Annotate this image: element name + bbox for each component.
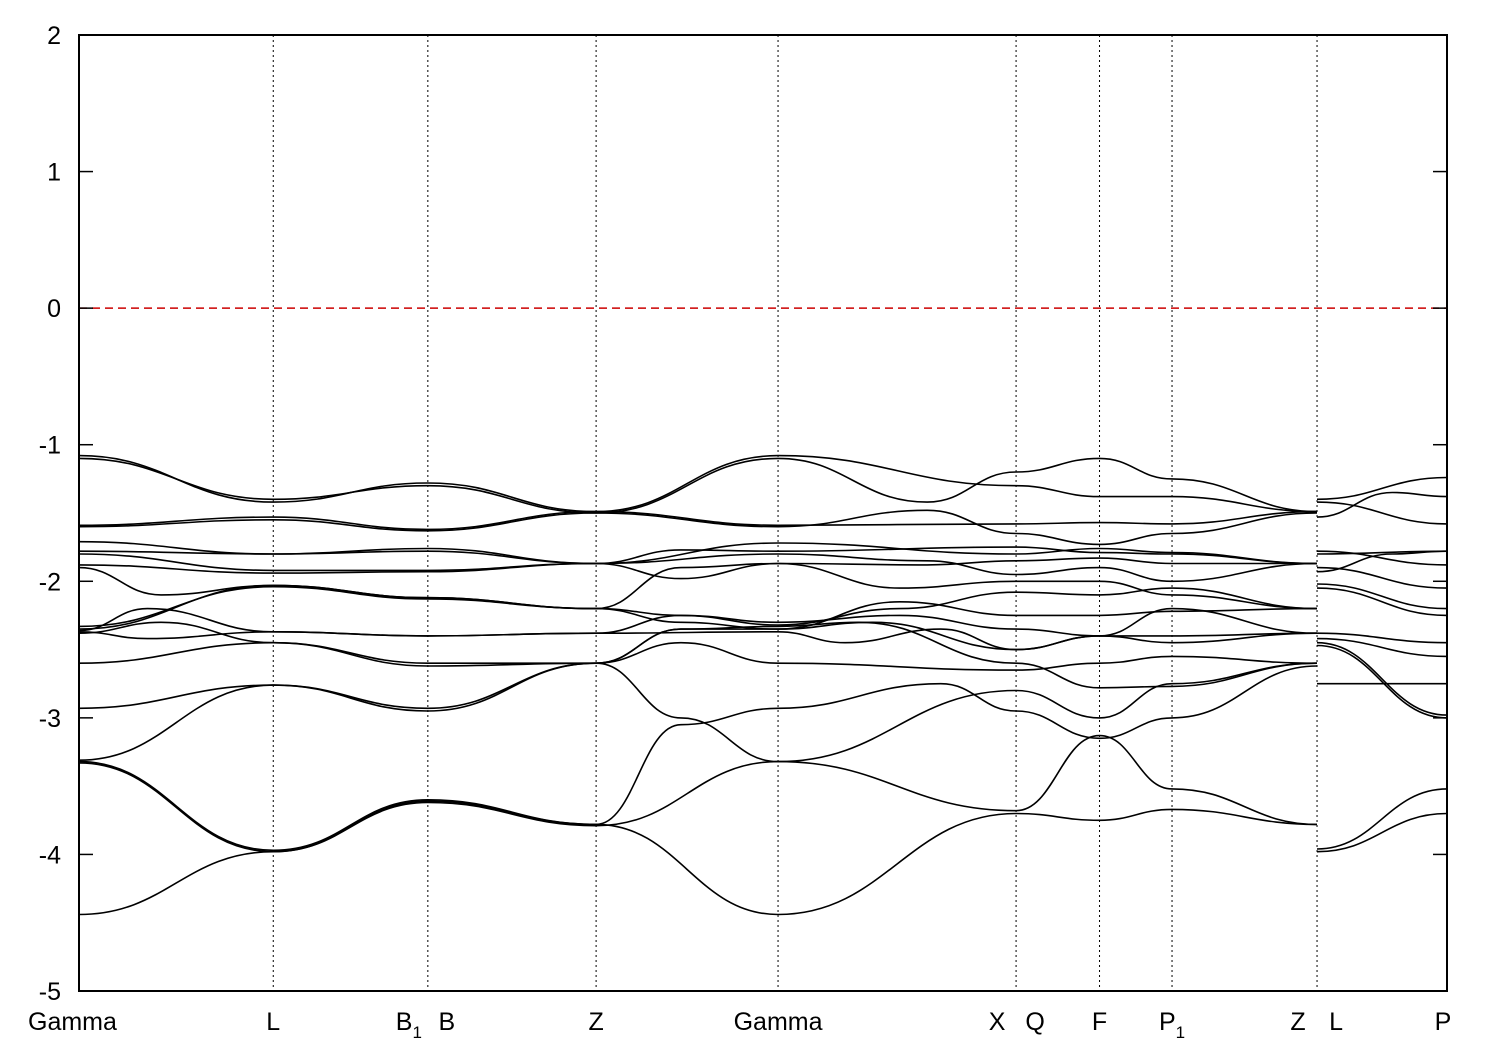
band-line [78, 553, 1317, 580]
vertical-grid-lines [272, 35, 1318, 991]
bands [78, 454, 1448, 916]
band-line [78, 510, 1318, 531]
x-axis-kpoint-labels: Gamma PL B1 B Z Gamma X Q F P1 Z L [28, 1008, 1451, 1042]
y-tick-label: 2 [47, 22, 61, 50]
band-line [78, 457, 1318, 514]
y-tick-label: -1 [39, 432, 61, 460]
band-line [78, 734, 1318, 853]
kpoint-label: Q [1025, 1008, 1044, 1036]
kpoint-label: P [1435, 1008, 1452, 1036]
band-line [1316, 550, 1448, 573]
kpoint-label: Gamma [734, 1008, 823, 1036]
y-axis-ticks: -5 -4 -3 -2 -1 0 1 2 [39, 22, 1447, 1006]
band-line [1316, 812, 1448, 853]
kpoint-label: F [1092, 1008, 1107, 1036]
band-line [78, 800, 1318, 916]
band-line [78, 562, 1318, 628]
band-line [1316, 587, 1448, 617]
band-line [78, 553, 1318, 583]
band-line [78, 621, 1318, 671]
band-line [1316, 491, 1448, 518]
band-line [78, 665, 1318, 852]
y-tick-label: 1 [47, 159, 61, 187]
y-tick-label: -2 [39, 568, 61, 596]
band-line [1316, 644, 1448, 719]
band-line [78, 621, 1318, 712]
band-line [1316, 501, 1448, 525]
kpoint-label: Z [588, 1008, 603, 1036]
band-line [1316, 632, 1448, 644]
kpoint-label: X [989, 1008, 1006, 1036]
y-tick-label: 0 [47, 295, 61, 323]
band-line [1316, 566, 1448, 589]
band-line [78, 454, 1318, 513]
y-tick-label: -3 [39, 705, 61, 733]
kpoint-label: B1 [396, 1008, 422, 1042]
band-line [78, 542, 1318, 565]
y-tick-label: -4 [39, 841, 61, 869]
plot-frame [78, 34, 1448, 992]
kpoint-label: P1 [1159, 1008, 1185, 1042]
band-line [1316, 583, 1448, 610]
band-line [1316, 550, 1448, 566]
band-line [78, 621, 1318, 665]
kpoint-label: L [266, 1008, 280, 1036]
band-line [78, 662, 1318, 763]
kpoint-label: Z [1290, 1008, 1305, 1036]
band-line [1316, 476, 1448, 501]
band-line [78, 509, 1318, 546]
band-line [1316, 788, 1448, 850]
band-line [1316, 637, 1448, 658]
kpoint-label: B [438, 1008, 455, 1036]
y-tick-label: -5 [39, 978, 61, 1006]
kpoint-label: L [1329, 1008, 1343, 1036]
kpoint-label: Gamma [28, 1008, 117, 1036]
band-line [1316, 641, 1448, 716]
